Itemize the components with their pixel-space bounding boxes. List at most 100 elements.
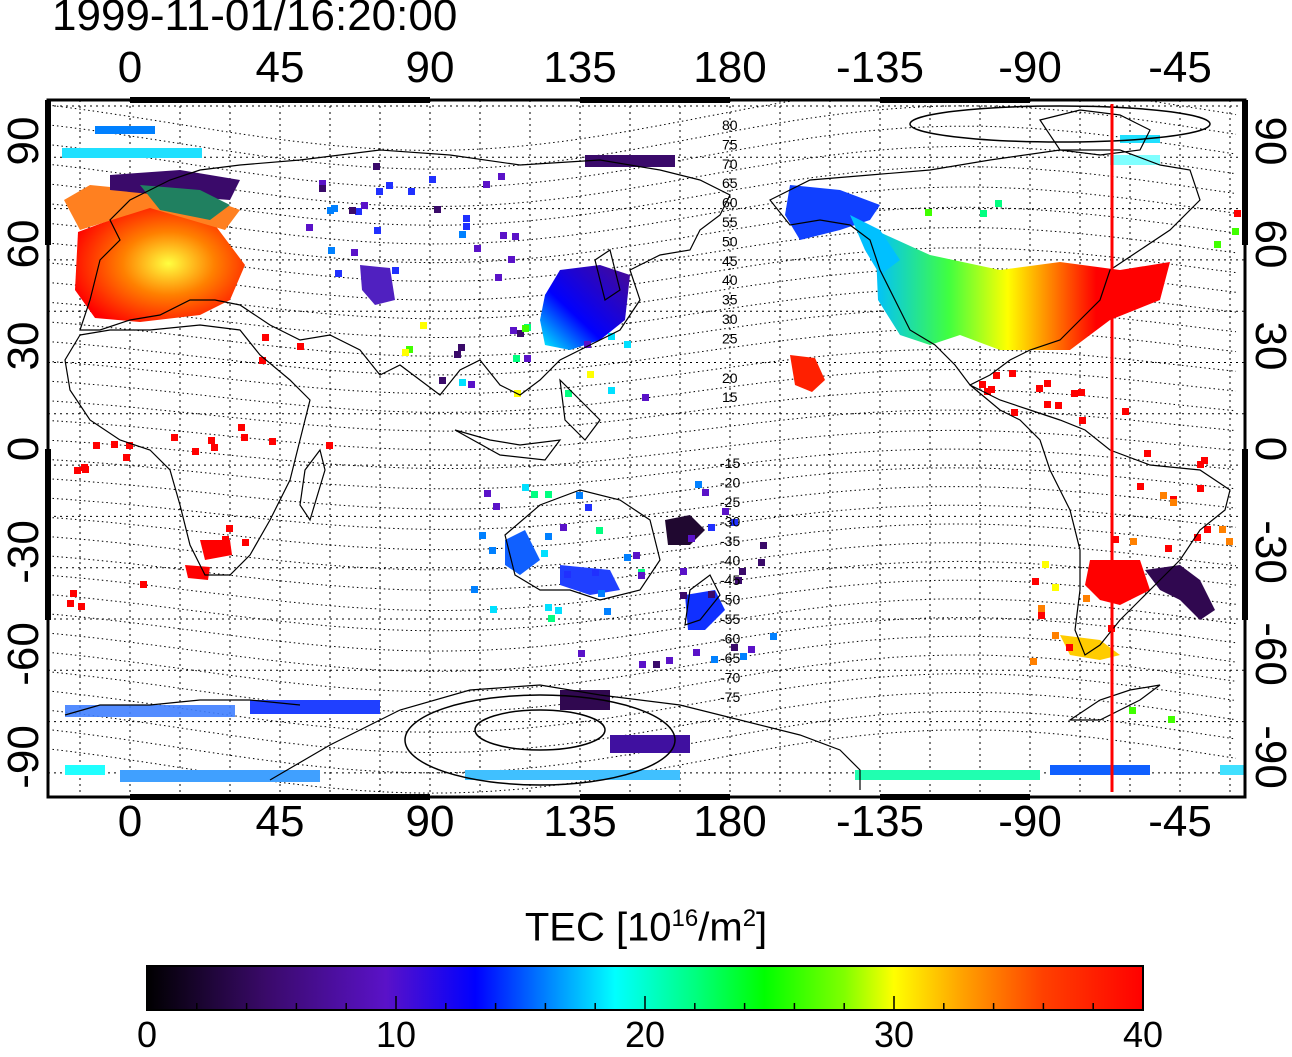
left-lat-tick: 0: [0, 436, 48, 462]
tec-cell: [740, 653, 747, 660]
tec-cell: [262, 334, 269, 341]
tec-cell: [126, 442, 133, 449]
tec-cell: [592, 569, 599, 576]
contour-label: 15: [722, 389, 738, 405]
tec-cell: [1038, 612, 1045, 619]
frame-bar: [1242, 449, 1248, 620]
tec-cell: [74, 467, 81, 474]
tec-cell: [1232, 228, 1239, 235]
colorbar-tick-label: 20: [624, 1014, 666, 1055]
left-lat-tick: 60: [0, 219, 48, 269]
right-lat-tick: 0: [1246, 436, 1292, 462]
tec-cell: [1160, 492, 1167, 499]
right-lat-tick: -60: [1246, 622, 1292, 686]
tec-cell: [222, 536, 229, 543]
tec-cell: [484, 490, 491, 497]
contour-label: 65: [722, 175, 738, 191]
frame-bar: [580, 794, 730, 800]
tec-cell: [82, 466, 89, 473]
tec-cell: [695, 481, 702, 488]
tec-cell: [513, 355, 520, 362]
frame-bar: [45, 449, 51, 620]
colorbar-title-exp2: 2: [742, 905, 757, 932]
top-lon-tick: -90: [998, 43, 1062, 92]
contour-labels: 80 75 70 65 60 55 50 45 40 35 30 25 20 15 -15 -20 -25 -30…: [720, 117, 740, 705]
contour-label: 75: [722, 136, 738, 152]
bottom-lon-tick: -90: [998, 797, 1062, 846]
contour-label: 60: [722, 195, 738, 211]
tec-cell: [386, 182, 393, 189]
tec-cell: [208, 437, 215, 444]
colorbar: [146, 965, 1144, 1011]
tec-cell: [70, 590, 77, 597]
mlat-contour: [48, 227, 1237, 282]
tec-cell: [722, 508, 729, 515]
bottom-lon-tick: -45: [1148, 797, 1212, 846]
tec-cell: [238, 424, 245, 431]
tec-cell: [489, 547, 496, 554]
mlat-contour: [48, 598, 1237, 652]
tec-cell: [474, 245, 481, 252]
tec-cell: [510, 327, 517, 334]
tec-cell: [596, 527, 603, 534]
tec-cell: [1079, 417, 1086, 424]
mlat-contour: [48, 328, 1237, 376]
left-lat-tick: 90: [0, 116, 48, 166]
bottom-lon-tick: 90: [405, 797, 455, 846]
tec-cell: [1083, 595, 1090, 602]
tec-cell: [459, 231, 466, 238]
contour-label: -60: [720, 631, 740, 647]
tec-cell: [508, 256, 515, 263]
tec-cell: [1052, 584, 1059, 591]
frame-bar: [580, 97, 730, 103]
tec-cell: [351, 249, 358, 256]
tec-cell: [624, 341, 631, 348]
frame-bar: [1242, 100, 1248, 245]
tec-cell: [711, 656, 718, 663]
tec-cell: [708, 524, 715, 531]
tec-cell: [1055, 402, 1062, 409]
tec-cell: [531, 491, 538, 498]
contour-label: 40: [722, 272, 738, 288]
tec-cell: [522, 325, 529, 332]
left-lat-tick: 30: [0, 321, 48, 371]
tec-cell: [980, 210, 987, 217]
mlat-contour: [48, 206, 1237, 264]
tec-cell: [524, 355, 531, 362]
tec-cell: [361, 202, 368, 209]
tec-cell: [259, 357, 266, 364]
frame-bar: [45, 100, 51, 245]
colorbar-title: TEC [1016/m2]: [0, 905, 1292, 950]
tec-cell: [1170, 499, 1177, 506]
tec-cell: [748, 646, 755, 653]
right-lat-tick: -90: [1246, 725, 1292, 789]
tec-cell: [1214, 241, 1221, 248]
tec-cell: [739, 568, 746, 575]
tec-cell: [693, 649, 700, 656]
tec-cell: [708, 591, 715, 598]
tec-cell: [1129, 707, 1136, 714]
tec-cell: [666, 657, 673, 664]
contour-label: 25: [722, 330, 738, 346]
tec-cell: [374, 227, 381, 234]
tec-cell: [979, 381, 986, 388]
contour-label: -65: [720, 650, 740, 666]
right-lat-tick: 90: [1246, 116, 1292, 166]
tec-cell: [1066, 644, 1073, 651]
tec-cell: [585, 504, 592, 511]
contour-label: -25: [720, 494, 740, 510]
tec-cell: [770, 633, 777, 640]
tec-cell: [408, 188, 415, 195]
tec-cell: [67, 600, 74, 607]
tec-cell: [1032, 578, 1039, 585]
mlat-contour: [48, 348, 1237, 395]
tec-cell: [319, 180, 326, 187]
top-lon-tick: 0: [117, 43, 143, 92]
tec-cell: [548, 615, 555, 622]
tec-cell: [633, 552, 640, 559]
tec-cell: [564, 571, 571, 578]
colorbar-tick-label: 30: [873, 1014, 915, 1055]
tec-cell: [463, 215, 470, 222]
tec-data-points: [62, 126, 1245, 782]
tec-cell: [1112, 536, 1119, 543]
